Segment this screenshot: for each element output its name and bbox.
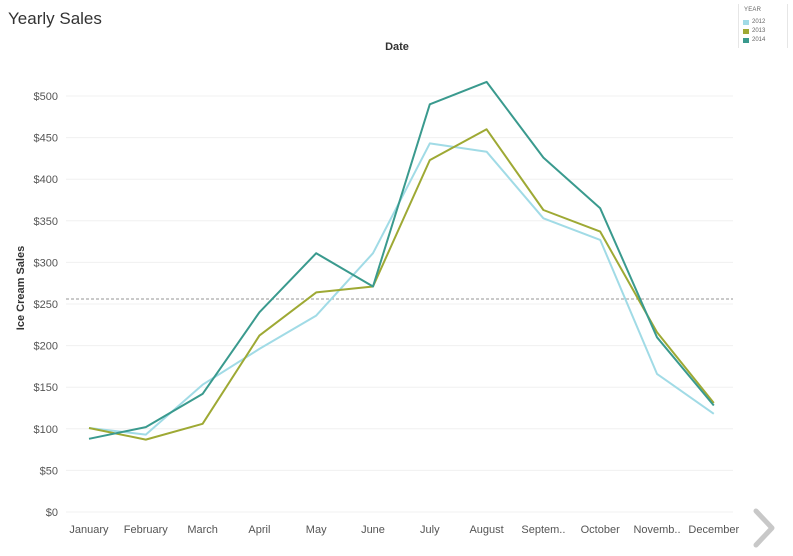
y-tick-label: $0 — [46, 507, 58, 519]
gridlines — [66, 95, 733, 513]
x-tick-label: December — [688, 524, 739, 536]
legend-swatch-2014 — [743, 37, 749, 43]
x-tick-label: October — [581, 524, 620, 536]
y-tick-label: $300 — [34, 257, 58, 269]
series-line-2012[interactable] — [88, 142, 715, 436]
series-line-2014[interactable] — [88, 80, 715, 440]
legend-label-2013: 2013 — [752, 28, 766, 34]
x-tick-label: April — [248, 524, 270, 536]
legend-swatch-2013 — [743, 28, 749, 34]
legend: YEAR 2012 2013 2014 — [738, 4, 788, 48]
y-tick-label: $500 — [34, 91, 58, 103]
y-tick-label: $400 — [34, 174, 58, 186]
legend-item-2012[interactable]: 2012 — [743, 18, 765, 26]
x-tick-label: Novemb.. — [633, 524, 680, 536]
x-tick-label: July — [420, 524, 440, 536]
series-line-2013[interactable] — [88, 128, 715, 441]
chevron-right-icon — [753, 508, 775, 548]
y-axis-title: Ice Cream Sales — [15, 246, 27, 330]
y-axis-ticks: $0 $50 $100 $150 $200 $250 $300 $350 $400 $450 $50… — [34, 91, 58, 519]
x-tick-label: August — [469, 524, 503, 536]
legend-label-2014: 2014 — [752, 37, 766, 43]
x-axis-ticks: January February March April May June July Augu… — [69, 524, 739, 536]
legend-item-2014[interactable]: 2014 — [743, 36, 765, 44]
legend-label-2012: 2012 — [752, 19, 766, 25]
chart-title: Yearly Sales — [8, 9, 102, 28]
series-lines — [88, 80, 715, 441]
y-tick-label: $200 — [34, 341, 58, 353]
x-tick-label: January — [69, 524, 109, 536]
legend-item-2013[interactable]: 2013 — [743, 27, 765, 35]
x-tick-label: June — [361, 524, 385, 536]
x-tick-label: March — [187, 524, 218, 536]
x-tick-label: February — [124, 524, 169, 536]
y-tick-label: $250 — [34, 299, 58, 311]
next-page-button[interactable] — [746, 506, 782, 550]
y-tick-label: $350 — [34, 216, 58, 228]
y-tick-label: $150 — [34, 382, 58, 394]
x-axis-title: Date — [385, 41, 409, 53]
y-tick-label: $450 — [34, 133, 58, 145]
legend-title: YEAR — [744, 7, 762, 13]
y-tick-label: $100 — [34, 424, 58, 436]
x-tick-label: May — [306, 524, 327, 536]
x-tick-label: Septem.. — [521, 524, 565, 536]
y-tick-label: $50 — [40, 465, 58, 477]
legend-swatch-2012 — [743, 19, 749, 25]
